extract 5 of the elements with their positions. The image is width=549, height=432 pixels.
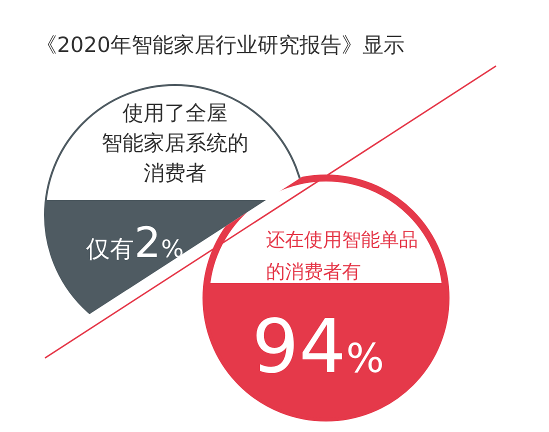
data-label: 仅有2% [86, 218, 184, 267]
category-label: 还在使用智能单品的消费者有 [266, 229, 418, 283]
text: 《2020年智能家居行业研究报告》显示 [36, 33, 404, 57]
data-label: 94% [252, 304, 384, 390]
category-label: 使用了全屋智能家居系统的消费者 [102, 101, 248, 185]
